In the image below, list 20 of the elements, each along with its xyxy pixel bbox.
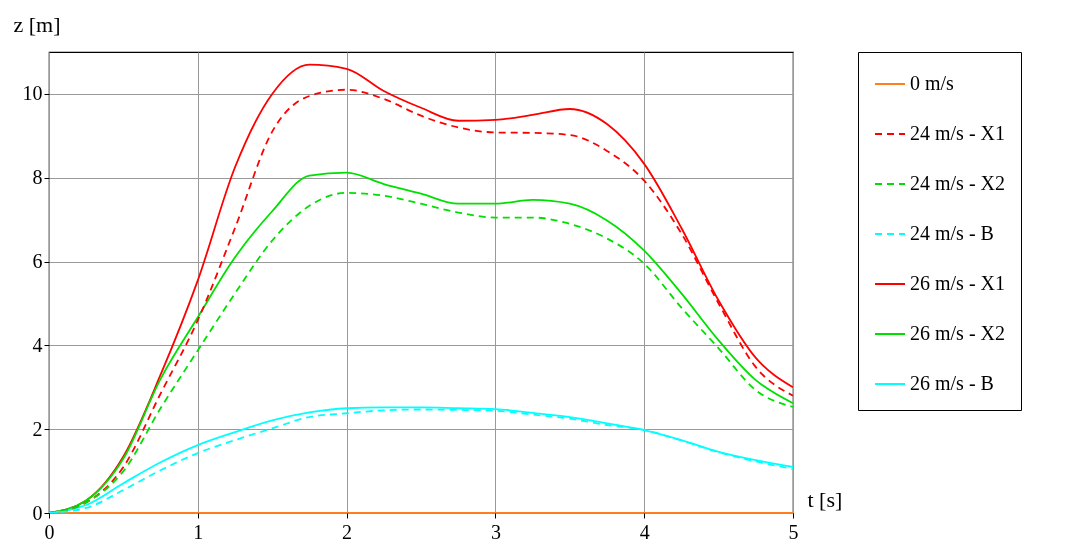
y-tick-label: 4 <box>32 333 43 356</box>
legend-label: 26 m/s - X2 <box>910 322 1005 344</box>
y-tick-label: 6 <box>32 250 43 273</box>
x-axis-title: t [s] <box>807 486 843 512</box>
x-tick-label: 4 <box>639 520 650 543</box>
y-axis-title: z [m] <box>13 11 61 37</box>
y-tick-label: 10 <box>22 82 43 105</box>
legend-label: 0 m/s <box>910 72 955 94</box>
x-tick-label: 2 <box>342 520 353 543</box>
y-tick-label: 0 <box>32 501 43 524</box>
legend-label: 24 m/s - B <box>910 222 994 244</box>
y-tick-label: 2 <box>32 417 43 440</box>
x-tick-label: 5 <box>788 520 799 543</box>
x-tick-label: 3 <box>490 520 501 543</box>
legend-label: 24 m/s - X2 <box>910 172 1005 194</box>
x-tick-label: 1 <box>193 520 204 543</box>
y-tick-label: 8 <box>32 166 43 189</box>
legend-label: 24 m/s - X1 <box>910 122 1005 144</box>
legend-label: 26 m/s - X1 <box>910 272 1005 294</box>
legend-label: 26 m/s - B <box>910 372 994 394</box>
